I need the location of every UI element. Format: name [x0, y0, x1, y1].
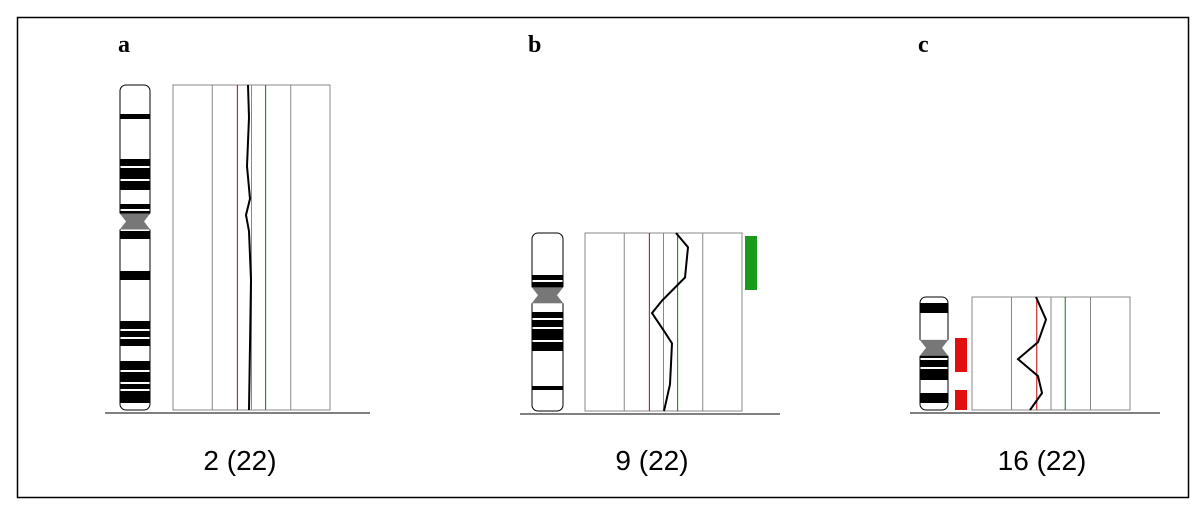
panel-caption: 9 (22): [615, 445, 688, 476]
panel-label: b: [528, 32, 541, 58]
chromosome-band: [120, 321, 150, 329]
aberration-bar: [955, 338, 967, 372]
ratio-profile: [244, 84, 253, 411]
chromosome-band: [120, 114, 150, 119]
chromosome-band: [120, 231, 150, 239]
chromosome-band: [532, 342, 563, 351]
centromere: [532, 287, 563, 304]
panel-caption: 16 (22): [998, 445, 1087, 476]
chromosome-band: [920, 303, 948, 313]
chromosome-band: [120, 159, 150, 166]
chromosome-band: [532, 275, 563, 280]
ratio-profile: [1016, 296, 1048, 411]
chromosome-band: [120, 181, 150, 190]
chromosome-band: [532, 320, 563, 327]
chromosome-band: [120, 204, 150, 209]
chromosome-band: [120, 331, 150, 337]
aberration-bar: [745, 236, 757, 290]
chromosome-band: [920, 393, 948, 403]
ratio-profile: [650, 232, 690, 412]
panel-label: a: [118, 32, 130, 58]
centromere-notch: [919, 338, 949, 357]
chromosome-band: [120, 168, 150, 179]
chromosome-band: [120, 372, 150, 382]
chromosome-band: [920, 360, 948, 367]
centromere-notch: [531, 286, 564, 305]
chromosome-band: [120, 361, 150, 370]
centromere: [920, 339, 948, 356]
chromosome-band: [120, 271, 150, 280]
aberration-bar: [955, 390, 967, 410]
chromosome-band: [120, 384, 150, 389]
chromosome-band: [920, 369, 948, 380]
centromere-notch: [119, 212, 151, 231]
chromosome-band: [120, 391, 150, 403]
chromosome-band: [120, 339, 150, 346]
panel-label: c: [918, 32, 929, 58]
chromosome-band: [532, 386, 563, 390]
chromosome-band: [532, 312, 563, 318]
chromosome-band: [532, 329, 563, 340]
panel-caption: 2 (22): [203, 445, 276, 476]
centromere: [120, 213, 150, 230]
